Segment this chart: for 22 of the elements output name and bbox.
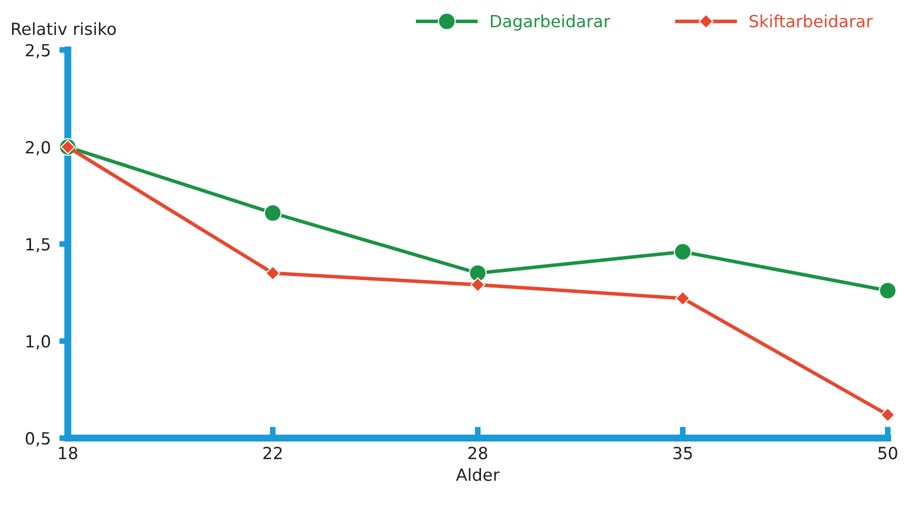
- legend-label: Skiftarbeidarar: [750, 14, 873, 28]
- point: [880, 407, 896, 422]
- x-tick-label: 18: [59, 446, 78, 460]
- x-axis-title: Alder: [456, 468, 500, 482]
- point: [264, 204, 282, 222]
- y-axis-title: Relativ risiko: [12, 22, 116, 36]
- x-tick-label: 22: [263, 446, 282, 460]
- y-tick-label: 2,5: [26, 44, 50, 58]
- point: [468, 264, 487, 282]
- y-tick-label: 0,5: [26, 432, 50, 446]
- x-tick-label: 28: [468, 446, 488, 460]
- point: [878, 282, 897, 300]
- x-tick-label: 35: [673, 446, 692, 460]
- point: [674, 242, 692, 261]
- y-tick-label: 1,5: [26, 238, 50, 252]
- y-tick-label: 2,0: [26, 140, 50, 156]
- point: [470, 277, 486, 292]
- legend-label: Dagarbeidarar: [490, 14, 610, 31]
- x-tick-label: 50: [878, 446, 898, 460]
- y-tick-label: 1,0: [26, 335, 50, 350]
- point: [675, 290, 690, 306]
- point: [265, 266, 280, 281]
